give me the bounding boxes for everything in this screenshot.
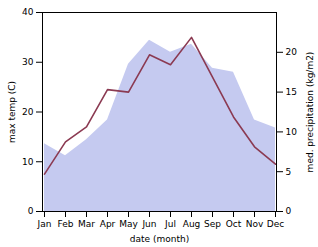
svg-text:30: 30 bbox=[22, 57, 34, 67]
svg-text:Dec: Dec bbox=[267, 219, 284, 229]
svg-text:10: 10 bbox=[22, 157, 34, 167]
svg-text:Aug: Aug bbox=[183, 219, 201, 229]
svg-text:Nov: Nov bbox=[246, 219, 264, 229]
svg-text:Sep: Sep bbox=[204, 219, 221, 229]
svg-text:40: 40 bbox=[22, 7, 34, 17]
svg-text:date (month): date (month) bbox=[130, 234, 189, 244]
svg-text:Oct: Oct bbox=[226, 219, 242, 229]
svg-text:10: 10 bbox=[286, 127, 298, 137]
svg-text:5: 5 bbox=[286, 167, 292, 177]
svg-text:Feb: Feb bbox=[58, 219, 74, 229]
svg-text:Mar: Mar bbox=[78, 219, 95, 229]
svg-text:Jul: Jul bbox=[164, 219, 176, 229]
svg-text:May: May bbox=[119, 219, 138, 229]
svg-text:0: 0 bbox=[28, 206, 34, 216]
svg-text:Jun: Jun bbox=[141, 219, 156, 229]
svg-text:0: 0 bbox=[286, 206, 292, 216]
svg-text:15: 15 bbox=[286, 87, 297, 97]
svg-text:med. precipitation (kg/m2): med. precipitation (kg/m2) bbox=[305, 52, 315, 173]
svg-text:20: 20 bbox=[286, 47, 298, 57]
svg-text:Apr: Apr bbox=[100, 219, 116, 229]
svg-text:max temp (C): max temp (C) bbox=[7, 81, 17, 143]
svg-text:Jan: Jan bbox=[37, 219, 52, 229]
svg-text:20: 20 bbox=[22, 107, 34, 117]
